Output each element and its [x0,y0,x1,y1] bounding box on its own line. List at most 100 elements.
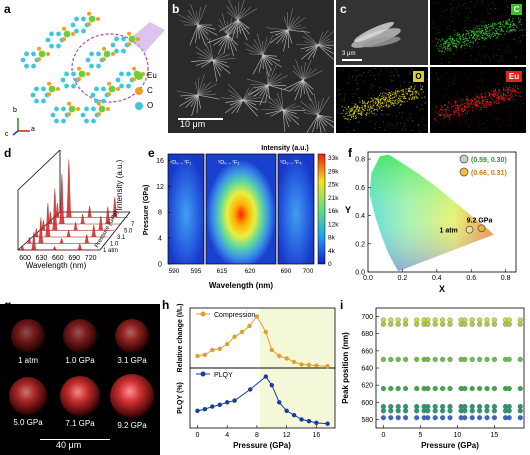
carbon-atom [91,106,96,112]
carbon-atom [50,112,56,118]
carbon-atom [101,98,106,104]
carbon-atom [20,57,26,63]
eds-map-o: O [336,67,428,133]
oxygen-atom [46,52,50,56]
carbon-atom [81,28,86,34]
fiber-bundle [266,8,310,52]
peak-point [491,321,497,327]
fiber-bundle [207,13,249,57]
peak-point [462,356,468,362]
plqy-point [263,374,269,379]
peak-point [388,404,394,410]
crystal-structure-diagram [12,11,165,136]
peak-point [447,356,453,362]
peak-point [462,408,468,414]
micrograph-label: 1 atm [18,356,38,365]
h-xtick: 12 [283,432,291,439]
carbon-atom [119,71,124,77]
scalebar-b-label: 10 μm [180,119,206,129]
peak-point [432,317,438,323]
sem-image: 10 μm [168,0,334,133]
carbon-atom [34,86,39,92]
peak-point [414,415,420,421]
carbon-atom [89,63,94,69]
compression-point [254,314,260,319]
carbon-atom [84,106,89,112]
legend-eu: Eu [147,71,157,80]
plqy-point [325,421,330,426]
eu-atom [108,85,116,93]
oxygen-atom [71,32,75,36]
heatmap-f2-panel [206,154,276,264]
i-ytick: 700 [361,314,373,321]
d-xtick: 630 [36,255,48,262]
peak-point [506,317,512,323]
cie-label-9-2gpa: 9.2 GPa [467,218,493,225]
compression-point [217,346,222,351]
oxygen-atom [56,87,60,91]
e-xtick: 615 [217,268,228,275]
cie-legend-2: (0.66, 0.31) [471,170,507,177]
peak-point [380,408,386,414]
axis-b-label: b [13,107,17,114]
carbon-atom [126,71,131,77]
carbon-atom [121,48,126,54]
spectrum-5 [19,231,93,251]
compression-point [232,334,237,339]
eds-map-c: C [430,0,526,65]
legend-compression: Compression [214,312,255,319]
peak-point [517,321,523,327]
plqy-point [232,398,237,403]
carbon-atom [24,63,29,69]
oxygen-atom [86,22,91,27]
heatmap-f1-panel [168,154,204,264]
oxygen-atom [86,72,90,76]
carbon-atom [71,71,76,77]
peak-point [395,415,401,421]
peak-point [440,408,446,414]
peak-point [491,356,497,362]
cie-legend-marker-2 [459,167,469,177]
atom-legend-markers [135,72,143,110]
oxygen-atom [106,92,111,97]
eds-label-c: C [511,4,522,15]
compression-point [224,341,230,347]
eds-label-o: O [413,71,424,82]
i-ylabel: Peak position (nm) [341,332,350,404]
peak-point [395,356,401,362]
peak-point [403,404,409,410]
peak-point [469,404,475,410]
peak-point [517,356,523,362]
cbar-tick: 12k [328,221,339,228]
peak-point [414,408,420,414]
peak-point [432,408,438,414]
relative-change-plqy-chart: 0 4 8 12 16 Compression PLQY Pressure (GPa) … [177,304,336,450]
oxygen-atom [107,81,112,86]
fiber-bundle [221,83,265,117]
micrograph-crystal [60,376,100,416]
peak-point [425,356,431,362]
oxygen-atom [67,101,72,106]
h-xtick: 8 [255,432,259,439]
peak-point [469,415,475,421]
peak-point [447,408,453,414]
peak-point [491,408,497,414]
eu-atom [98,105,106,113]
peak-point [403,317,409,323]
h-xlabel: Pressure (GPa) [233,441,291,450]
peak-point [506,356,512,362]
peak-point [447,415,453,421]
legend-c: C [147,86,153,95]
eds-map-eu: Eu [430,67,526,133]
peak-point [425,404,431,410]
i-xtick: 0 [381,432,385,439]
micrograph-label: 5.0 GPa [13,418,43,427]
carbon-atom [90,92,96,98]
peak-point [380,317,386,323]
oxygen-atom [131,77,136,82]
i-xtick: 15 [491,432,499,439]
fiber-bundle [300,93,334,133]
oxygen-atom [87,11,92,16]
oxygen-atom [136,37,140,41]
peak-point [477,404,483,410]
